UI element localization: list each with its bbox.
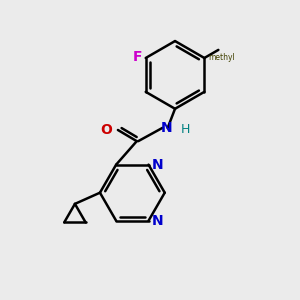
Text: methyl: methyl	[208, 53, 235, 62]
Text: N: N	[152, 158, 164, 172]
Text: F: F	[133, 50, 142, 64]
Text: N: N	[152, 214, 164, 228]
Text: O: O	[100, 123, 112, 137]
Text: H: H	[181, 123, 190, 136]
Text: N: N	[160, 121, 172, 135]
